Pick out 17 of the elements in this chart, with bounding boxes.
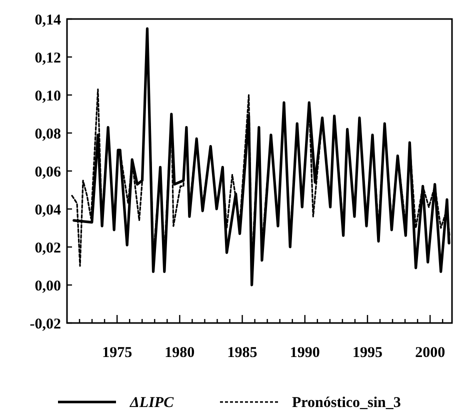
y-tick-label: -0,02 bbox=[30, 316, 61, 332]
x-tick-label: 1985 bbox=[227, 345, 258, 361]
y-tick-label: 0,00 bbox=[34, 278, 61, 294]
x-tick-label: 2000 bbox=[415, 345, 446, 361]
x-tick-label: 1980 bbox=[164, 345, 195, 361]
legend-label: ΔLIPC bbox=[129, 395, 175, 411]
y-tick-label: 0,08 bbox=[34, 126, 61, 142]
y-tick-label: 0,10 bbox=[34, 88, 61, 104]
x-tick-label: 1975 bbox=[102, 345, 132, 361]
x-tick-label: 1990 bbox=[290, 345, 320, 361]
y-tick-label: 0,14 bbox=[34, 12, 62, 28]
y-tick-label: 0,04 bbox=[34, 202, 62, 218]
legend-label: Pronóstico_sin_3 bbox=[292, 395, 401, 411]
y-tick-label: 0,02 bbox=[34, 240, 61, 256]
x-tick-label: 1995 bbox=[352, 345, 382, 361]
y-tick-label: 0,12 bbox=[34, 50, 61, 66]
y-tick-label: 0,06 bbox=[34, 164, 62, 180]
